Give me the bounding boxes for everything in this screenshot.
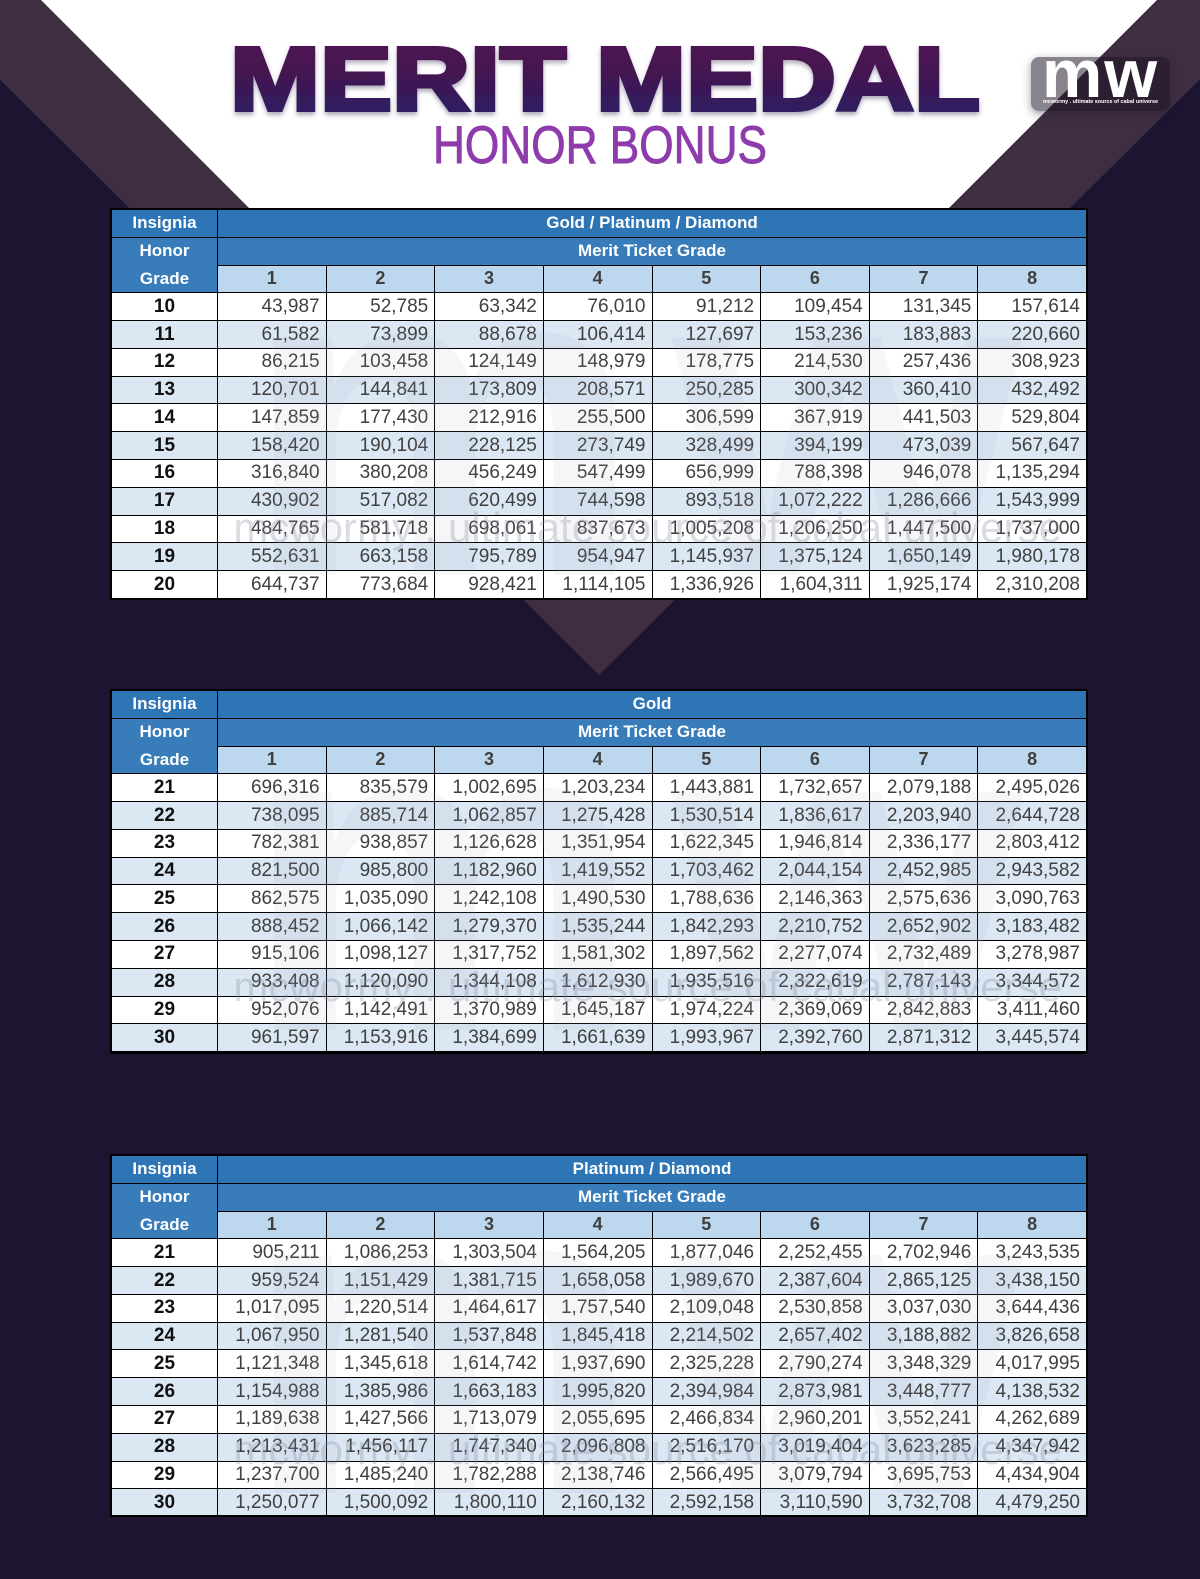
svg-text:HONOR BONUS: HONOR BONUS xyxy=(433,116,767,175)
svg-text:MERIT MEDAL: MERIT MEDAL xyxy=(230,30,980,130)
